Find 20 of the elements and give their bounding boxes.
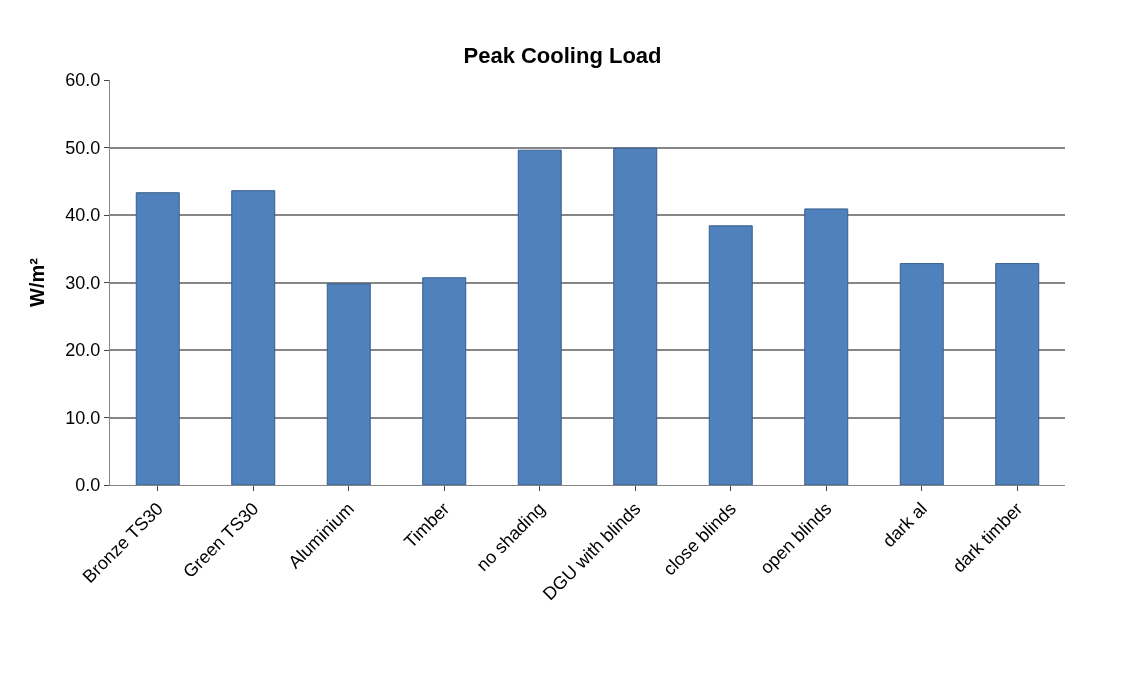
y-tick-label: 20.0 xyxy=(65,340,101,361)
y-tick-label: 60.0 xyxy=(65,70,101,91)
y-tick-label: 30.0 xyxy=(65,272,101,293)
y-tick-label: 10.0 xyxy=(65,407,101,428)
bar xyxy=(899,263,944,485)
y-tick-label: 50.0 xyxy=(65,137,101,158)
bar xyxy=(422,277,467,485)
bar xyxy=(135,192,180,485)
bar xyxy=(326,283,371,485)
y-tick-label: 0.0 xyxy=(75,475,101,496)
y-axis-title: W/m² xyxy=(25,257,48,307)
chart-title: Peak Cooling Load xyxy=(463,42,662,68)
bar xyxy=(517,149,562,485)
x-tick-label: dark al xyxy=(878,498,931,551)
bar xyxy=(804,208,849,485)
y-tick-label: 40.0 xyxy=(65,205,101,226)
bar xyxy=(231,190,276,485)
bar xyxy=(613,147,658,485)
bar xyxy=(708,225,753,485)
bar xyxy=(995,263,1040,485)
